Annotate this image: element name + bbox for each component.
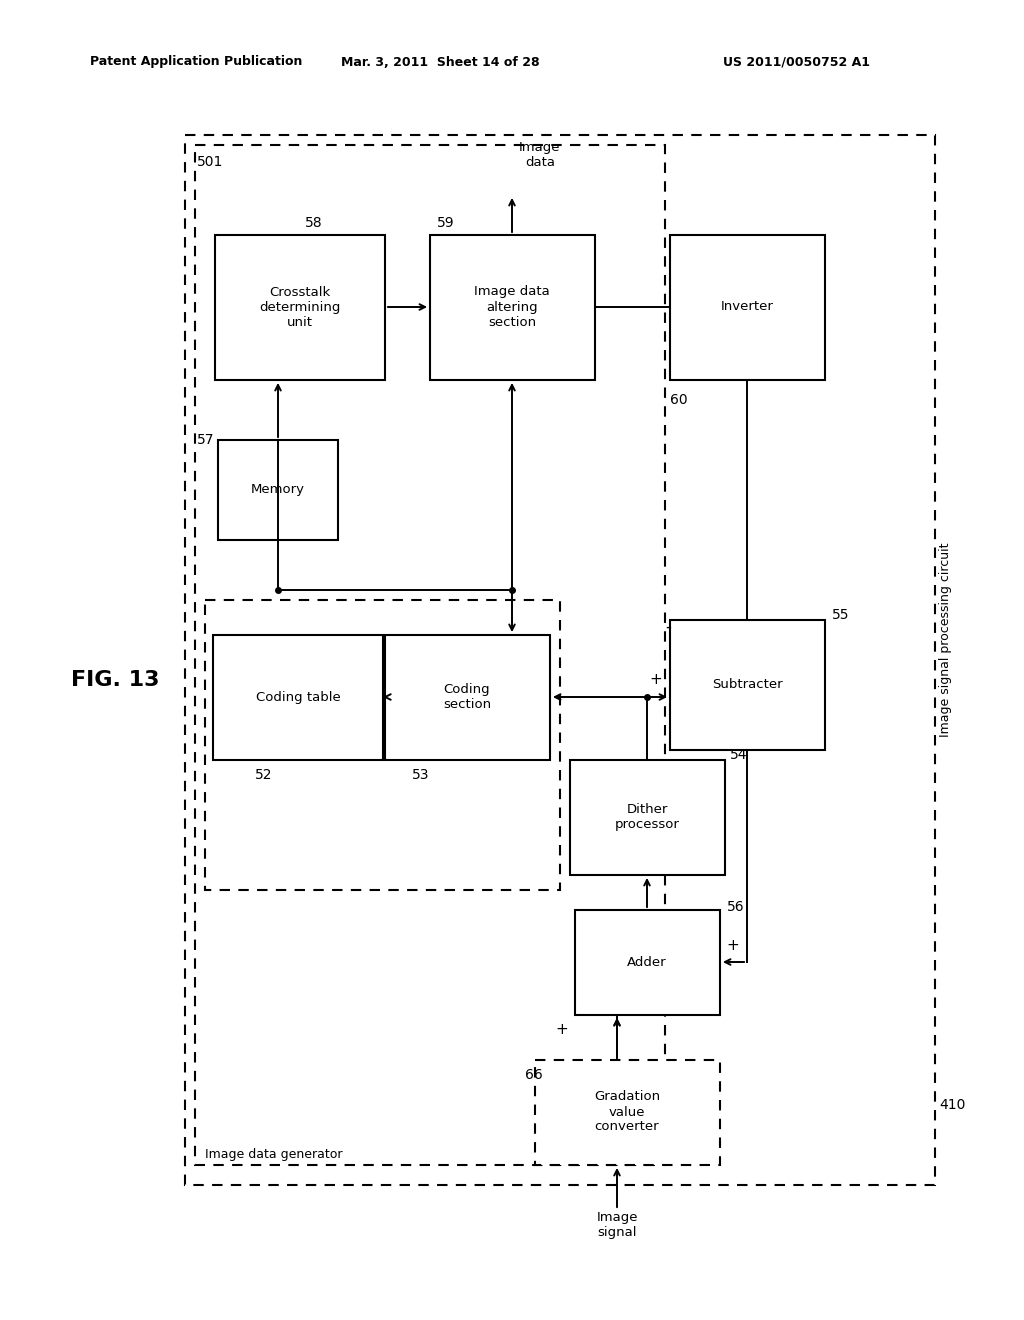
- Bar: [195, 145, 665, 1166]
- Text: Coding
section: Coding section: [443, 682, 492, 711]
- Text: 55: 55: [831, 609, 850, 622]
- Text: 410: 410: [939, 1098, 966, 1111]
- Text: Image
data: Image data: [519, 141, 561, 169]
- Text: FIG. 13: FIG. 13: [71, 671, 160, 690]
- Text: 57: 57: [197, 433, 214, 447]
- Text: Image data
altering
section: Image data altering section: [474, 285, 550, 329]
- Text: 66: 66: [525, 1068, 543, 1082]
- Text: 53: 53: [412, 768, 429, 781]
- Text: +: +: [649, 672, 663, 688]
- Text: Mar. 3, 2011  Sheet 14 of 28: Mar. 3, 2011 Sheet 14 of 28: [341, 55, 540, 69]
- Bar: [218, 440, 338, 540]
- Bar: [205, 601, 560, 890]
- Bar: [570, 760, 725, 875]
- Text: Image data generator: Image data generator: [205, 1148, 342, 1162]
- Bar: [670, 235, 825, 380]
- Bar: [215, 235, 385, 380]
- Text: 59: 59: [437, 216, 455, 230]
- Text: Dither
processor: Dither processor: [614, 803, 680, 832]
- Text: Image signal processing circuit: Image signal processing circuit: [939, 543, 951, 738]
- Bar: [575, 909, 720, 1015]
- Text: Memory: Memory: [251, 483, 305, 496]
- Bar: [213, 635, 383, 760]
- Text: 58: 58: [305, 216, 323, 230]
- Text: Adder: Adder: [627, 956, 667, 969]
- Text: Gradation
value
converter: Gradation value converter: [594, 1090, 660, 1134]
- Text: Subtracter: Subtracter: [712, 678, 782, 692]
- Text: US 2011/0050752 A1: US 2011/0050752 A1: [723, 55, 870, 69]
- Text: Patent Application Publication: Patent Application Publication: [90, 55, 302, 69]
- Text: +: +: [556, 1023, 568, 1038]
- Text: Crosstalk
determining
unit: Crosstalk determining unit: [259, 285, 341, 329]
- Bar: [535, 1060, 720, 1166]
- Text: -: -: [665, 618, 671, 636]
- Text: Image
signal: Image signal: [596, 1210, 638, 1239]
- Text: 501: 501: [197, 154, 223, 169]
- Bar: [430, 235, 595, 380]
- Text: 54: 54: [730, 748, 748, 762]
- Text: Inverter: Inverter: [721, 301, 773, 314]
- Text: 56: 56: [727, 900, 744, 913]
- Bar: [670, 620, 825, 750]
- Text: Coding table: Coding table: [256, 690, 340, 704]
- Bar: [385, 635, 550, 760]
- Bar: [185, 135, 935, 1185]
- Text: 52: 52: [255, 768, 272, 781]
- Text: 60: 60: [670, 393, 688, 407]
- Text: +: +: [727, 939, 739, 953]
